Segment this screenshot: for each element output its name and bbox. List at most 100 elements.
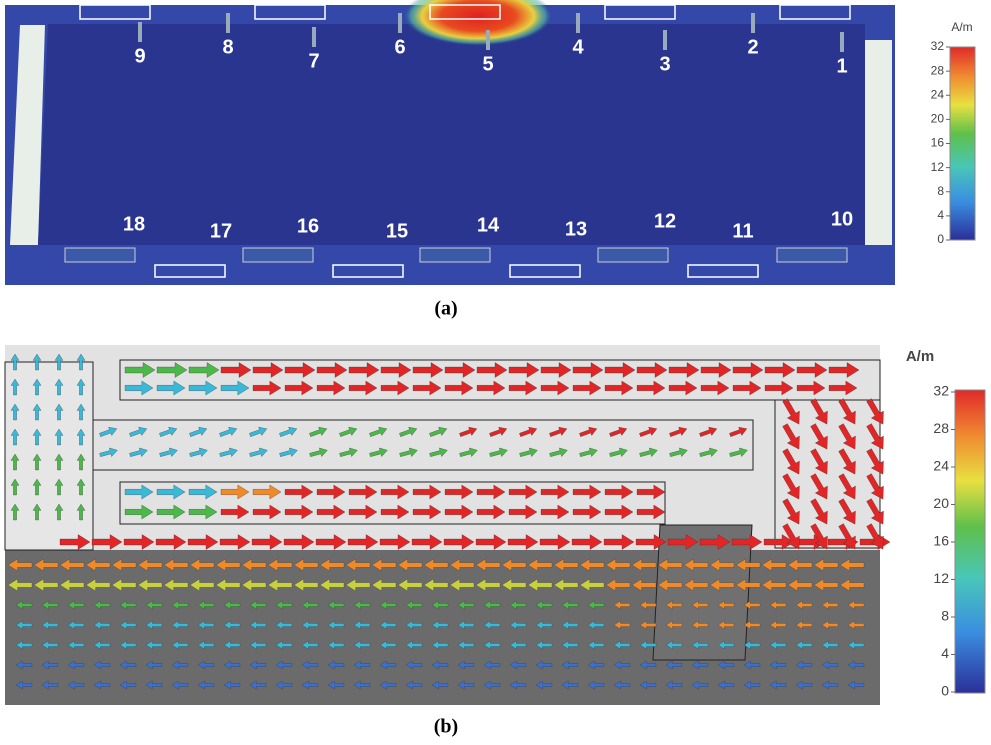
arrow (32, 478, 42, 496)
arrow (124, 484, 154, 500)
arrow (353, 660, 371, 670)
arrow (220, 380, 250, 396)
arrow (657, 578, 683, 592)
arrow (444, 484, 474, 500)
arrow (91, 534, 123, 550)
arrow (32, 403, 42, 421)
arrow (579, 447, 598, 457)
arrow (10, 353, 20, 371)
arrow (380, 504, 410, 520)
arrow (54, 478, 64, 496)
colorbar-tick-label: 0 (941, 683, 949, 699)
arrow (93, 660, 111, 670)
port-label: 3 (659, 53, 670, 75)
arrow (76, 453, 86, 471)
arrow (54, 428, 64, 446)
arrow (41, 620, 59, 630)
arrow (59, 558, 85, 572)
port-label: 15 (386, 220, 408, 242)
caption: (a) (434, 298, 457, 320)
arrow (821, 600, 839, 610)
arrow (93, 600, 111, 610)
arrow (866, 423, 884, 450)
arrow (639, 680, 657, 690)
arrow (847, 600, 865, 610)
arrow (353, 600, 371, 610)
arrow (54, 403, 64, 421)
port-pin (138, 22, 142, 42)
port-label: 16 (297, 215, 319, 237)
arrow (219, 447, 238, 457)
arrow (699, 426, 718, 437)
arrow (572, 484, 602, 500)
arrow (743, 680, 761, 690)
arrow (369, 447, 388, 457)
arrow (223, 600, 241, 610)
arrow (847, 620, 865, 630)
arrow (561, 600, 579, 610)
arrow (821, 660, 839, 670)
arrow (93, 640, 111, 650)
arrow (769, 620, 787, 630)
arrow (10, 378, 20, 396)
arrow (119, 660, 137, 670)
arrow (155, 534, 187, 550)
arrow (197, 680, 215, 690)
arrow (188, 504, 218, 520)
arrow (67, 600, 85, 610)
arrow (431, 660, 449, 670)
colorbar-tick-label: 12 (931, 160, 945, 174)
port-label: 13 (565, 218, 587, 240)
arrow (810, 473, 828, 500)
arrow (189, 578, 215, 592)
arrow (316, 362, 348, 378)
arrow (587, 660, 605, 670)
arrow (76, 378, 86, 396)
arrow (769, 680, 787, 690)
hot-spot (403, 0, 553, 46)
arrow (327, 640, 345, 650)
arrow (782, 473, 800, 500)
arrow (241, 558, 267, 572)
arrow (41, 600, 59, 610)
arrow (729, 426, 748, 437)
arrow (700, 362, 732, 378)
strip (119, 481, 666, 525)
arrow (717, 680, 735, 690)
arrow (316, 380, 346, 396)
arrow (412, 380, 442, 396)
arrow (348, 362, 380, 378)
arrow (449, 558, 475, 572)
arrow (59, 534, 91, 550)
arrow (457, 600, 475, 610)
arrow (145, 600, 163, 610)
arrow (743, 640, 761, 650)
feed (154, 264, 226, 278)
arrow (782, 523, 800, 550)
arrow (327, 620, 345, 630)
arrow (683, 578, 709, 592)
arrow (145, 680, 163, 690)
arrow (371, 558, 397, 572)
arrow (316, 504, 346, 520)
colorbar-tick-label: 28 (931, 63, 945, 77)
arrow (475, 578, 501, 592)
arrow (866, 398, 884, 425)
port-label: 17 (210, 220, 232, 242)
feed (419, 247, 491, 263)
arrow (795, 640, 813, 650)
colorbar-tick-label: 4 (941, 645, 949, 661)
arrow (7, 558, 33, 572)
arrow (249, 660, 267, 670)
arrow (691, 680, 709, 690)
arrow (539, 534, 571, 550)
arrow (508, 484, 538, 500)
arrow (459, 426, 478, 437)
feed (79, 4, 151, 20)
arrow (431, 620, 449, 630)
arrow (657, 558, 683, 572)
arrow (457, 680, 475, 690)
arrow (124, 380, 154, 396)
arrow (665, 620, 683, 630)
